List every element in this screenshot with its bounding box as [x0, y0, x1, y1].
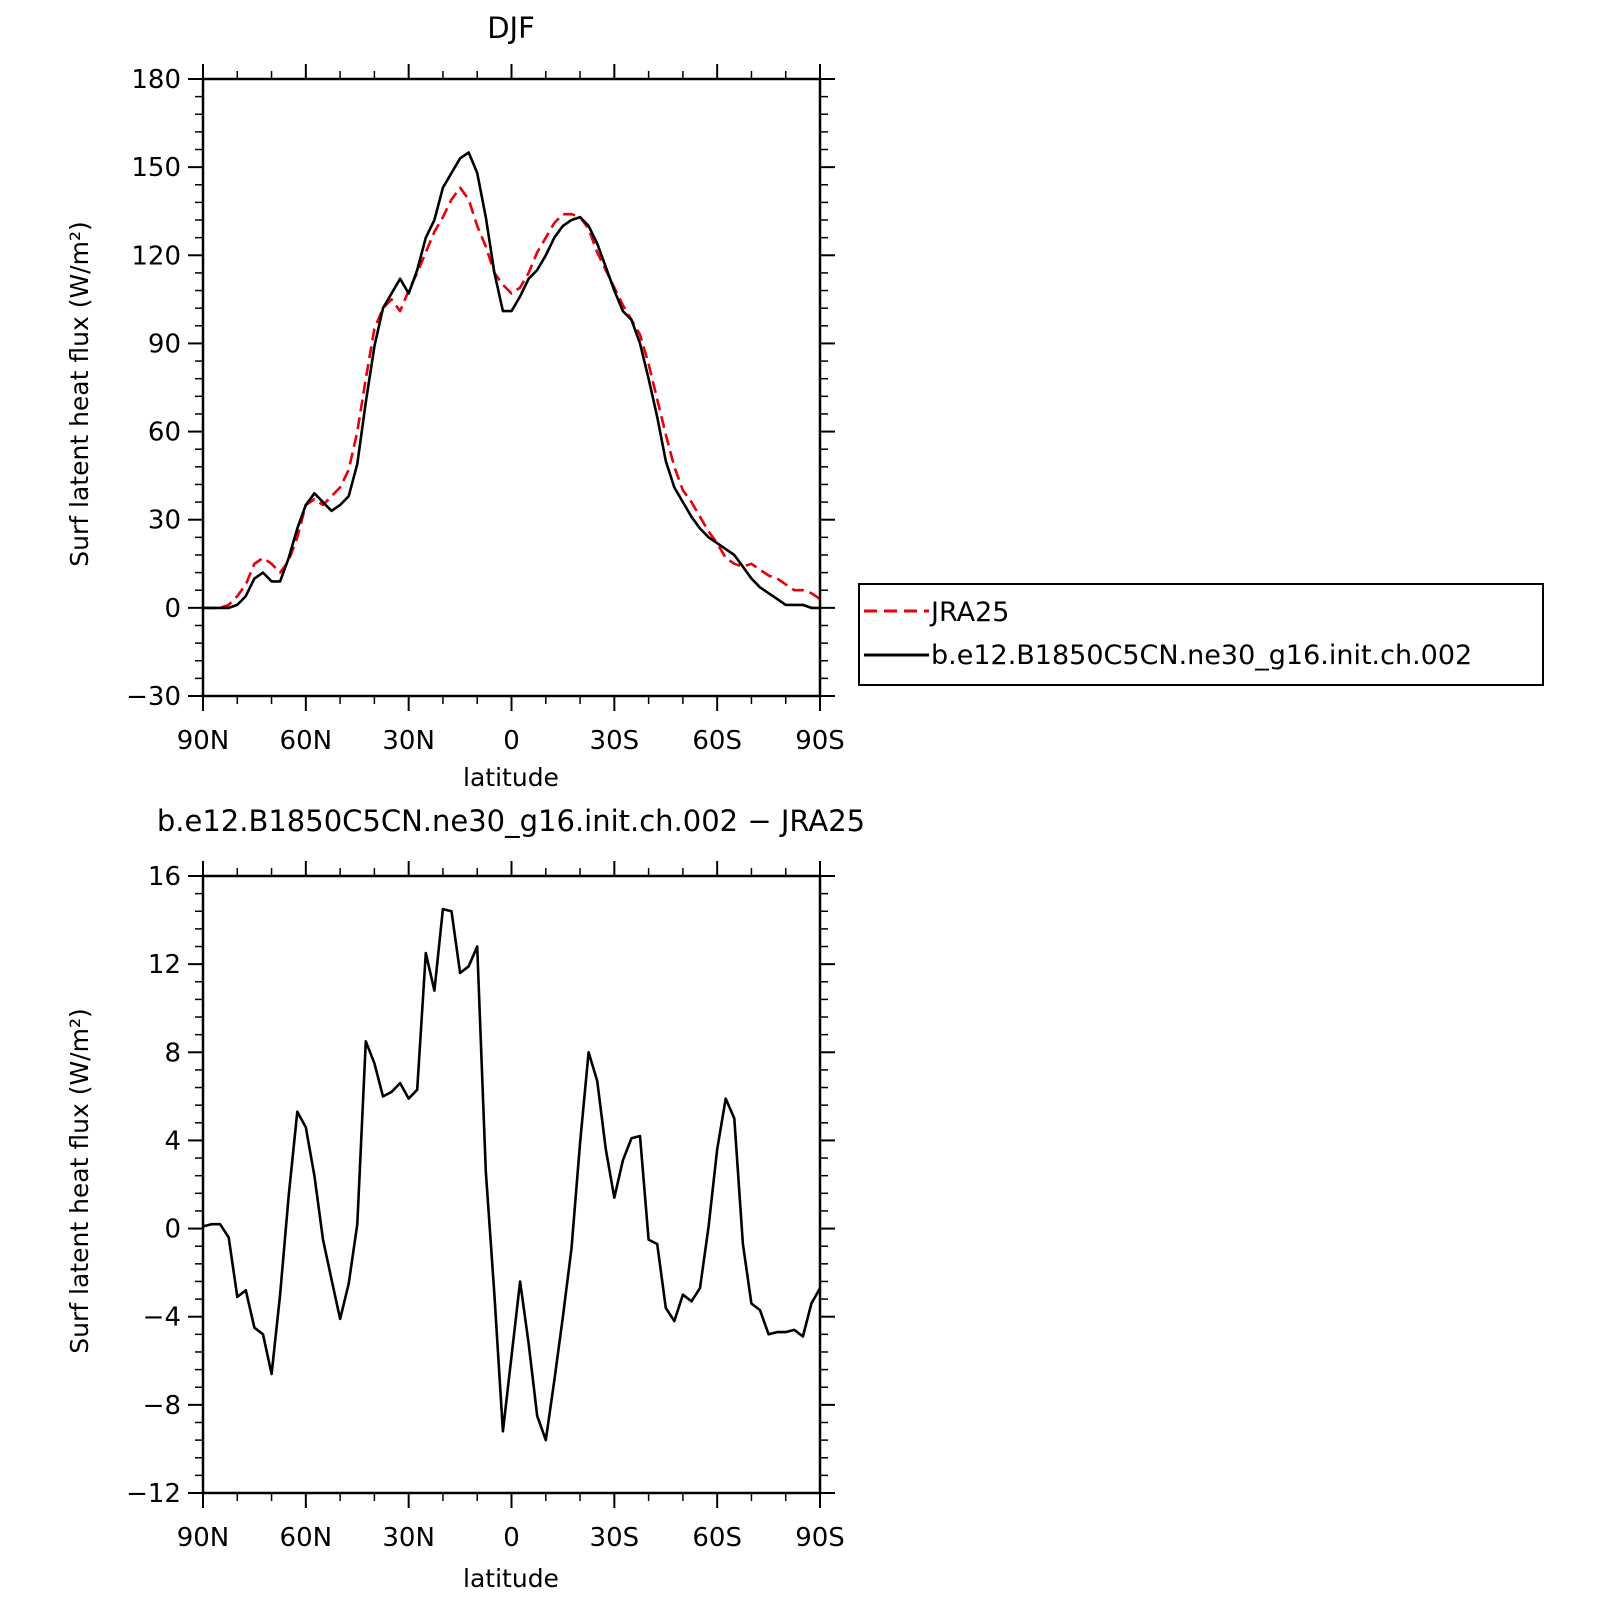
top-xtick-label: 0 [503, 726, 520, 756]
top-chart-title: DJF [487, 11, 535, 45]
top-xtick-label: 90N [177, 726, 230, 756]
top-ytick-label: 150 [131, 153, 181, 183]
top-ytick-label: 60 [148, 418, 181, 448]
top-ytick-label: 120 [131, 241, 181, 271]
bottom-xtick-label: 90S [795, 1523, 845, 1553]
bottom-ytick-label: 0 [164, 1215, 181, 1245]
top-xtick-label: 30S [590, 726, 640, 756]
top-ytick-label: 30 [148, 506, 181, 536]
top-ytick-label: 90 [148, 329, 181, 359]
top-xtick-label: 90S [795, 726, 845, 756]
legend: JRA25 b.e12.B1850C5CN.ne30_g16.init.ch.0… [858, 583, 1544, 686]
top-series-line-jra25 [203, 186, 821, 610]
top-x-axis-label: latitude [463, 763, 559, 792]
bottom-ytick-label: 12 [148, 950, 181, 980]
bottom-ytick-label: −12 [126, 1479, 181, 1509]
top-axis-ticks: −30 0 30 60 90 120 150 180 90N 60N 30N 0 30S 60S 90S [126, 64, 845, 756]
top-ytick-label: 0 [164, 594, 181, 624]
bottom-ytick-label: −8 [143, 1391, 181, 1421]
bottom-series-line-model [202, 907, 822, 1442]
bottom-series-lines [202, 907, 822, 1442]
bottom-xtick-label: 60S [692, 1523, 742, 1553]
bottom-panel: b.e12.B1850C5CN.ne30_g16.init.ch.002 − J… [65, 804, 865, 1593]
bottom-axis-ticks: −12 −8 −4 0 4 8 12 16 90N 60N 30N 0 30S 60S 90S [126, 861, 845, 1553]
top-xtick-label: 60N [280, 726, 333, 756]
bottom-ytick-label: 4 [164, 1126, 181, 1156]
bottom-xtick-label: 90N [177, 1523, 230, 1553]
legend-box [858, 583, 1544, 686]
top-xtick-label: 30N [382, 726, 435, 756]
bottom-ytick-label: 8 [164, 1038, 181, 1068]
top-plot-frame [201, 77, 822, 698]
legend-label-model: b.e12.B1850C5CN.ne30_g16.init.ch.002 [931, 640, 1472, 671]
top-y-axis-label: Surf latent heat flux (W/m²) [65, 221, 94, 566]
bottom-xtick-label: 30S [590, 1523, 640, 1553]
bottom-xtick-label: 0 [503, 1523, 520, 1553]
top-ytick-label: −30 [126, 682, 181, 712]
bottom-xtick-label: 60N [280, 1523, 333, 1553]
top-xtick-label: 60S [692, 726, 742, 756]
bottom-plot-frame [201, 874, 822, 1495]
bottom-y-axis-label: Surf latent heat flux (W/m²) [65, 1008, 94, 1353]
bottom-ytick-label: −4 [143, 1303, 181, 1333]
top-panel: DJF Surf latent heat flux (W/m²) latitud… [65, 11, 845, 792]
top-ytick-label: 180 [131, 65, 181, 95]
bottom-chart-title: b.e12.B1850C5CN.ne30_g16.init.ch.002 − J… [157, 804, 865, 838]
top-series-lines [203, 151, 821, 610]
legend-label-jra25: JRA25 [929, 597, 1009, 628]
top-series-line-model [203, 151, 820, 610]
bottom-x-axis-label: latitude [463, 1564, 559, 1593]
bottom-ytick-label: 16 [148, 862, 181, 892]
bottom-xtick-label: 30N [382, 1523, 435, 1553]
